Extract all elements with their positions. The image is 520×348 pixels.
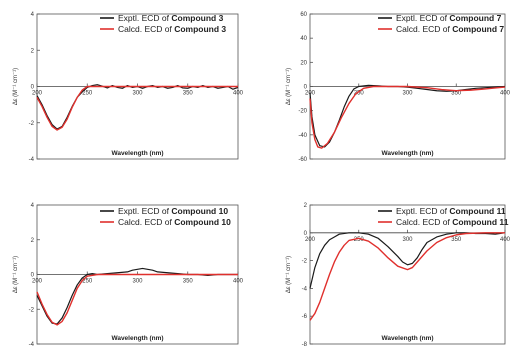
y-tick-label: -6 [302, 314, 308, 320]
legend-compound-name: Compound 10 [171, 206, 228, 216]
y-axis-label: Δε (M⁻¹ cm⁻¹) [13, 256, 19, 293]
legend-entry-calc: Calcd. ECD of Compound 11 [396, 217, 509, 227]
legend-entry-expt: Exptl. ECD of Compound 10 [118, 206, 228, 216]
legend-text: Exptl. ECD of [396, 13, 449, 23]
x-tick-label: 300 [402, 237, 413, 243]
series-line-calc [36, 85, 238, 131]
x-tick-label: 250 [354, 91, 365, 97]
x-tick-label: 350 [451, 91, 462, 97]
y-tick-label: 20 [300, 60, 307, 66]
legend-text: Calcd. ECD of [118, 24, 174, 34]
legend-compound-name: Compound 3 [174, 24, 226, 34]
x-tick-label: 400 [233, 279, 244, 285]
x-tick-label: 400 [500, 237, 511, 243]
y-tick-label: -8 [302, 342, 308, 348]
y-axis-label: Δε (M⁻¹ cm⁻¹) [286, 256, 292, 293]
legend-compound-name: Compound 7 [449, 13, 501, 23]
y-tick-label: -60 [298, 157, 307, 163]
x-tick-label: 300 [402, 91, 413, 97]
y-tick-label: 40 [300, 36, 307, 42]
legend-entry-calc: Calcd. ECD of Compound 7 [396, 24, 504, 34]
x-tick-label: 200 [305, 237, 316, 243]
x-tick-label: 400 [500, 91, 511, 97]
legend-entry-expt: Exptl. ECD of Compound 11 [396, 206, 506, 216]
x-tick-label: 400 [233, 91, 244, 97]
chart-panel-3: 4 2 0 -2 -4 200 250 300 350 400 Wavelength (nm) Δε … [13, 203, 244, 348]
series-line-calc [309, 232, 505, 321]
y-tick-label: -4 [302, 286, 308, 292]
x-tick-label: 200 [32, 279, 43, 285]
x-axis-label: Wavelength (nm) [381, 150, 433, 157]
x-tick-label: 350 [183, 279, 194, 285]
series-line-calc [36, 273, 238, 326]
y-tick-label: 0 [31, 273, 35, 279]
y-tick-label: 2 [31, 48, 35, 54]
legend-text: Exptl. ECD of [118, 13, 171, 23]
legend-entry-calc: Calcd. ECD of Compound 3 [118, 24, 226, 34]
legend-text: Calcd. ECD of [396, 24, 452, 34]
legend-compound-name: Compound 3 [171, 13, 223, 23]
x-tick-label: 300 [132, 279, 143, 285]
x-axis-label: Wavelength (nm) [111, 150, 163, 157]
chart-panel-4: 2 0 -2 -4 -6 -8 200 250 300 350 400 Wavelength (nm)… [286, 203, 511, 348]
x-axis-label: Wavelength (nm) [381, 335, 433, 342]
y-tick-label: 0 [304, 231, 308, 237]
series-line-calc [309, 85, 506, 149]
x-tick-label: 250 [82, 279, 93, 285]
x-tick-label: 250 [82, 91, 93, 97]
legend-text: Exptl. ECD of [396, 206, 449, 216]
y-tick-label: -4 [29, 342, 35, 348]
legend-text: Calcd. ECD of [396, 217, 452, 227]
legend-entry-calc: Calcd. ECD of Compound 10 [118, 217, 231, 227]
y-tick-label: -2 [29, 121, 35, 127]
legend-entry-expt: Exptl. ECD of Compound 3 [118, 13, 224, 23]
legend-text: Calcd. ECD of [118, 217, 174, 227]
legend-compound-name: Compound 7 [452, 24, 504, 34]
y-tick-label: -4 [29, 157, 35, 163]
chart-panel-1: 4 2 0 -2 -4 200 250 300 350 400 Wavelength (nm) Δε … [13, 12, 244, 163]
legend-compound-name: Compound 11 [452, 217, 508, 227]
x-tick-label: 250 [354, 237, 365, 243]
y-tick-label: 0 [304, 85, 308, 91]
series-line-expt [309, 232, 506, 289]
legend-compound-name: Compound 11 [449, 206, 505, 216]
y-tick-label: -40 [298, 133, 307, 139]
x-tick-label: 300 [132, 91, 143, 97]
y-tick-label: 0 [31, 85, 35, 91]
y-axis-label: Δε (M⁻¹ cm⁻¹) [286, 68, 292, 105]
x-tick-label: 350 [451, 237, 462, 243]
y-tick-label: 2 [304, 203, 308, 209]
x-tick-label: 350 [183, 91, 194, 97]
y-tick-label: -20 [298, 109, 307, 115]
legend-text: Exptl. ECD of [118, 206, 171, 216]
x-tick-label: 200 [32, 91, 43, 97]
y-tick-label: 2 [31, 238, 35, 244]
legend-compound-name: Compound 10 [174, 217, 231, 227]
series-line-expt [36, 267, 238, 325]
y-tick-label: -2 [29, 307, 35, 313]
y-tick-label: 60 [300, 12, 307, 18]
y-axis-label: Δε (M⁻¹ cm⁻¹) [13, 68, 19, 105]
y-tick-label: 4 [31, 203, 35, 209]
x-axis-label: Wavelength (nm) [111, 335, 163, 342]
y-tick-label: 4 [31, 12, 35, 18]
legend-entry-expt: Exptl. ECD of Compound 7 [396, 13, 502, 23]
plot-frame [309, 204, 506, 345]
y-tick-label: -2 [302, 259, 308, 265]
